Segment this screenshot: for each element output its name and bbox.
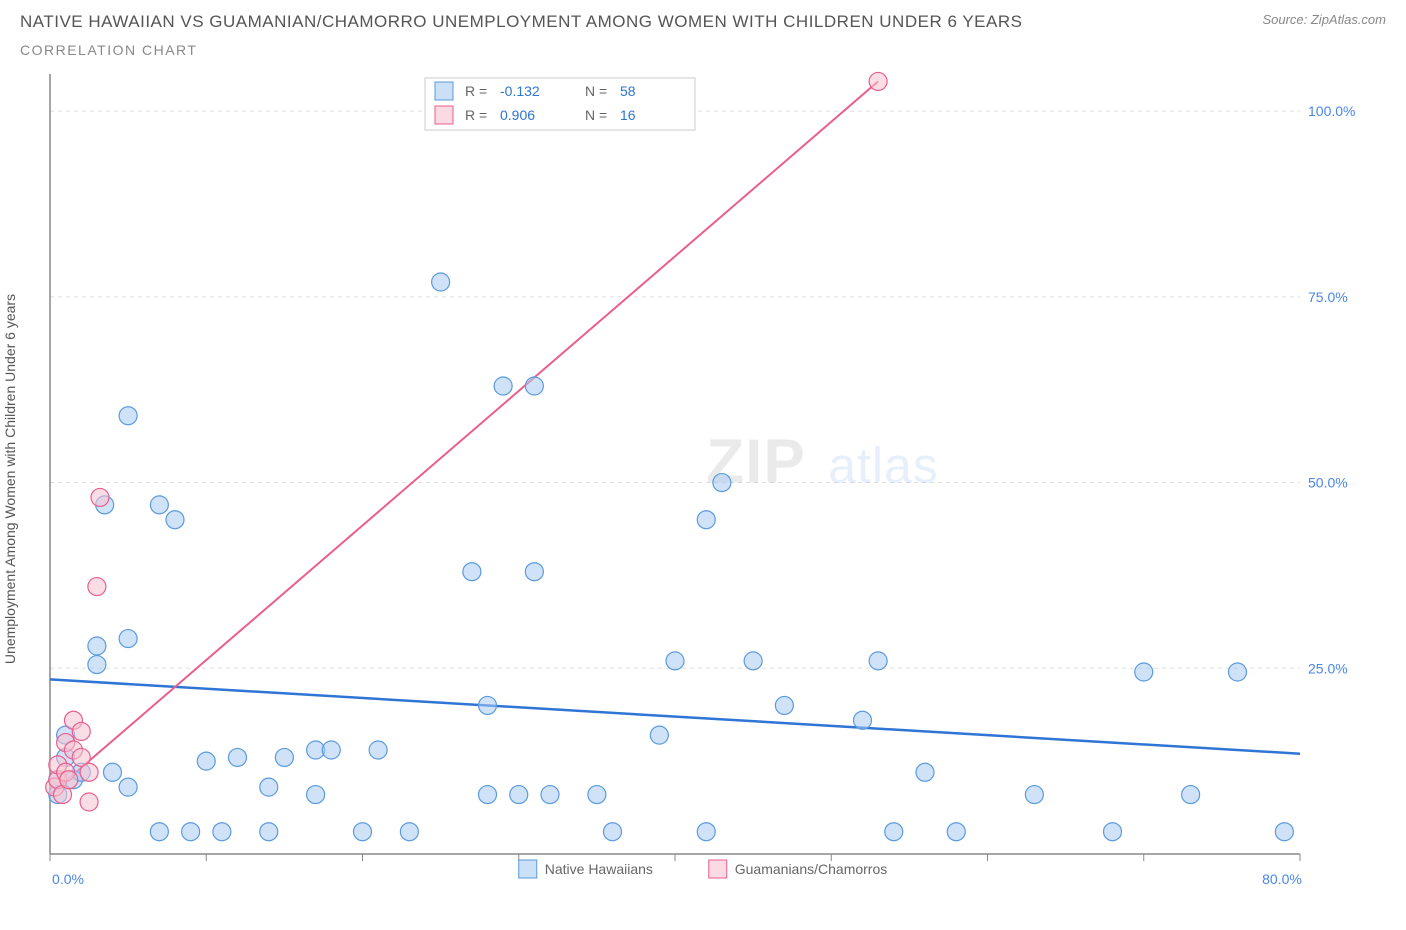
data-point-pink — [91, 488, 109, 506]
y-axis-title: Unemployment Among Women with Children U… — [2, 294, 18, 664]
stats-swatch — [435, 106, 453, 124]
data-point-blue — [947, 823, 965, 841]
data-point-blue — [697, 511, 715, 529]
data-point-blue — [869, 652, 887, 670]
legend-label-blue: Native Hawaiians — [545, 861, 653, 877]
data-point-pink — [72, 722, 90, 740]
y-tick-label: 75.0% — [1308, 289, 1348, 305]
trend-line-blue — [50, 679, 1300, 753]
x-tick-label: 0.0% — [52, 871, 84, 887]
data-point-blue — [666, 652, 684, 670]
data-point-pink — [80, 793, 98, 811]
data-point-blue — [525, 563, 543, 581]
chart-subtitle: CORRELATION CHART — [20, 42, 1022, 58]
data-point-blue — [744, 652, 762, 670]
data-point-blue — [525, 377, 543, 395]
data-point-blue — [1025, 786, 1043, 804]
data-point-blue — [479, 696, 497, 714]
data-point-blue — [260, 823, 278, 841]
stats-r-value: 0.906 — [500, 107, 535, 123]
data-point-blue — [604, 823, 622, 841]
data-point-blue — [650, 726, 668, 744]
stats-r-label: R = — [465, 107, 487, 123]
data-point-blue — [150, 496, 168, 514]
stats-swatch — [435, 82, 453, 100]
data-point-blue — [88, 637, 106, 655]
data-point-blue — [197, 752, 215, 770]
data-point-blue — [104, 763, 122, 781]
y-tick-label: 50.0% — [1308, 475, 1348, 491]
data-point-blue — [1135, 663, 1153, 681]
stats-r-value: -0.132 — [500, 83, 540, 99]
data-point-blue — [150, 823, 168, 841]
data-point-blue — [119, 778, 137, 796]
data-point-blue — [588, 786, 606, 804]
data-point-blue — [494, 377, 512, 395]
data-point-blue — [463, 563, 481, 581]
data-point-blue — [260, 778, 278, 796]
watermark: atlas — [828, 438, 939, 494]
data-point-blue — [322, 741, 340, 759]
source-name: ZipAtlas.com — [1311, 12, 1386, 27]
data-point-blue — [400, 823, 418, 841]
data-point-blue — [369, 741, 387, 759]
data-point-pink — [60, 771, 78, 789]
data-point-blue — [229, 748, 247, 766]
data-point-blue — [1104, 823, 1122, 841]
data-point-blue — [713, 474, 731, 492]
stats-n-value: 16 — [620, 107, 636, 123]
data-point-blue — [1182, 786, 1200, 804]
source-attribution: Source: ZipAtlas.com — [1262, 12, 1386, 27]
stats-n-label: N = — [585, 107, 607, 123]
data-point-blue — [916, 763, 934, 781]
data-point-blue — [119, 630, 137, 648]
data-point-blue — [166, 511, 184, 529]
y-tick-label: 25.0% — [1308, 660, 1348, 676]
data-point-blue — [1229, 663, 1247, 681]
data-point-pink — [80, 763, 98, 781]
stats-n-value: 58 — [620, 83, 636, 99]
data-point-pink — [869, 72, 887, 90]
chart-title: NATIVE HAWAIIAN VS GUAMANIAN/CHAMORRO UN… — [20, 12, 1022, 32]
data-point-blue — [213, 823, 231, 841]
data-point-blue — [275, 748, 293, 766]
chart-container: Unemployment Among Women with Children U… — [20, 64, 1386, 894]
legend-label-pink: Guamanians/Chamorros — [735, 861, 888, 877]
data-point-blue — [307, 786, 325, 804]
data-point-blue — [775, 696, 793, 714]
x-tick-label: 80.0% — [1262, 871, 1302, 887]
data-point-blue — [885, 823, 903, 841]
data-point-blue — [432, 273, 450, 291]
data-point-pink — [88, 578, 106, 596]
source-prefix: Source: — [1262, 12, 1310, 27]
data-point-blue — [697, 823, 715, 841]
legend-swatch-blue — [519, 860, 537, 878]
header: NATIVE HAWAIIAN VS GUAMANIAN/CHAMORRO UN… — [20, 12, 1386, 58]
data-point-blue — [119, 407, 137, 425]
stats-r-label: R = — [465, 83, 487, 99]
data-point-blue — [854, 711, 872, 729]
data-point-blue — [541, 786, 559, 804]
data-point-blue — [88, 656, 106, 674]
data-point-blue — [510, 786, 528, 804]
data-point-blue — [182, 823, 200, 841]
data-point-blue — [1275, 823, 1293, 841]
stats-n-label: N = — [585, 83, 607, 99]
data-point-blue — [354, 823, 372, 841]
legend-swatch-pink — [709, 860, 727, 878]
data-point-blue — [479, 786, 497, 804]
scatter-chart: 25.0%50.0%75.0%100.0%ZIPatlas0.0%80.0%R … — [20, 64, 1360, 894]
title-block: NATIVE HAWAIIAN VS GUAMANIAN/CHAMORRO UN… — [20, 12, 1022, 58]
y-tick-label: 100.0% — [1308, 103, 1355, 119]
